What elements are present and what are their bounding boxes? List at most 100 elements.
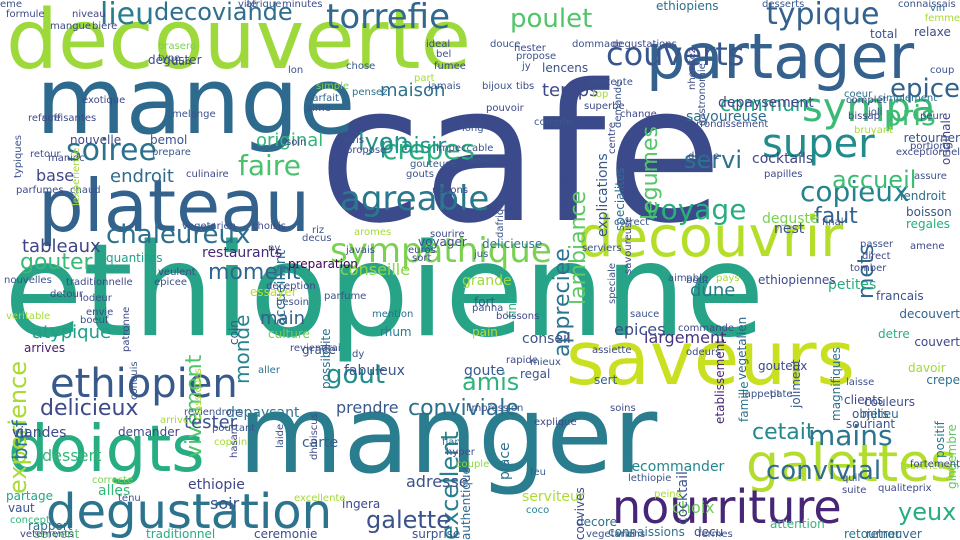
cloud-word: place xyxy=(497,442,513,480)
cloud-word: panna xyxy=(472,303,504,314)
cloud-word: boissons xyxy=(496,311,540,322)
cloud-word: coin xyxy=(227,319,241,345)
cloud-word: original xyxy=(256,130,324,151)
cloud-word: famille xyxy=(737,381,751,423)
cloud-word: davoir xyxy=(908,361,946,375)
cloud-word: vite xyxy=(238,0,257,10)
cloud-word: bruyant xyxy=(854,125,894,136)
cloud-word: quantites xyxy=(106,251,163,265)
cloud-word: pourtant xyxy=(212,423,256,434)
cloud-word: qualiteprix xyxy=(878,483,932,494)
cloud-word: recommander xyxy=(626,459,725,475)
cloud-word: aime xyxy=(306,103,331,114)
cloud-word: possibilite xyxy=(319,328,333,390)
cloud-word: arrives xyxy=(24,341,66,355)
cloud-word: delice xyxy=(468,155,498,166)
cloud-word: partage xyxy=(6,489,53,503)
cloud-word: retourner xyxy=(844,527,901,540)
cloud-word: gastronomie xyxy=(697,63,708,126)
cloud-word: fort xyxy=(474,295,496,309)
cloud-word: conviviale xyxy=(408,396,519,421)
cloud-word: rapport xyxy=(28,519,73,533)
cloud-word: decus xyxy=(302,233,332,244)
cloud-word: nouvelles xyxy=(4,275,52,286)
cloud-word: partager xyxy=(646,20,915,93)
cloud-word: gout xyxy=(326,360,386,390)
cloud-word: dhibiscus xyxy=(309,413,320,460)
cloud-word: galette xyxy=(366,506,451,534)
cloud-word: couleurs xyxy=(864,395,916,409)
cloud-word: ethiopien xyxy=(50,361,238,407)
cloud-word: speciale xyxy=(607,262,618,304)
cloud-word: bissap xyxy=(848,111,881,122)
cloud-word: faire xyxy=(238,149,301,182)
cloud-word: limpression xyxy=(466,403,524,414)
cloud-word: envie xyxy=(86,307,114,318)
cloud-word: delicieuse xyxy=(482,237,543,251)
cloud-word: patronne xyxy=(121,306,132,352)
cloud-word: objets xyxy=(852,407,889,421)
cloud-word: arrondissement xyxy=(690,119,769,130)
cloud-word: gingembre xyxy=(945,423,959,489)
cloud-word: choix xyxy=(672,498,715,517)
cloud-word: couverts xyxy=(606,35,745,73)
cloud-word: epices xyxy=(614,320,666,339)
cloud-word: coco xyxy=(526,505,550,516)
cloud-word: coup xyxy=(930,65,955,76)
cloud-word: nhesitez xyxy=(687,47,698,90)
cloud-word: lodeur xyxy=(80,293,112,304)
cloud-word: chose xyxy=(346,61,376,72)
cloud-word: regal xyxy=(520,367,551,381)
cloud-word: peine xyxy=(654,489,682,500)
cloud-word: superbe xyxy=(584,101,625,112)
cloud-word: tenu xyxy=(118,493,141,504)
cloud-word: pays xyxy=(716,273,740,284)
cloud-word: bijoux xyxy=(482,81,513,92)
cloud-word: sort xyxy=(412,253,432,264)
cloud-word: demande xyxy=(613,80,624,128)
cloud-word: gouteuse xyxy=(410,159,457,170)
cloud-word: agreable xyxy=(340,179,490,219)
cloud-word: parfumes xyxy=(16,185,64,196)
cloud-word: attention xyxy=(770,517,825,531)
cloud-word: sympa xyxy=(802,85,936,131)
cloud-word: pate xyxy=(770,389,793,400)
cloud-word: impeccable xyxy=(436,143,494,154)
cloud-word: base xyxy=(36,166,75,185)
cloud-word: serviers xyxy=(582,243,622,254)
cloud-word: servent xyxy=(34,527,80,540)
cloud-word: mange xyxy=(36,48,356,155)
cloud-word: convivial xyxy=(766,456,882,486)
cloud-word: retour xyxy=(30,149,61,160)
cloud-word: parfait xyxy=(306,93,339,104)
cloud-word: epicee xyxy=(154,277,188,288)
cloud-word: serviteur xyxy=(522,489,585,505)
cloud-word: francais xyxy=(876,289,924,303)
cloud-word: connaissais xyxy=(898,0,956,10)
cloud-word: joli xyxy=(868,107,883,118)
cloud-word: femme xyxy=(924,13,960,24)
cloud-word: vrai xyxy=(616,529,635,540)
cloud-word: besoin xyxy=(276,297,309,308)
cloud-word: navons xyxy=(432,185,469,196)
cloud-word: deguster xyxy=(148,53,202,67)
cloud-word: assure xyxy=(914,171,947,182)
cloud-word: deguste xyxy=(762,211,819,227)
cloud-word: relaxe xyxy=(914,25,951,39)
cloud-word: lencens xyxy=(542,61,589,75)
cloud-word: sympathique xyxy=(330,231,552,271)
cloud-word: fumee xyxy=(434,61,466,72)
cloud-word: faut xyxy=(814,204,858,229)
cloud-word: couple xyxy=(456,459,490,470)
cloud-word: alles xyxy=(98,483,131,499)
cloud-word: tableaux xyxy=(22,236,101,257)
cloud-word: refaire xyxy=(28,113,61,124)
cloud-word: vegetalien xyxy=(735,316,749,380)
cloud-word: voyage xyxy=(644,193,747,226)
cloud-word: nouvelle xyxy=(70,133,122,147)
cloud-word: formule xyxy=(6,9,45,20)
cloud-word: cafe xyxy=(318,44,723,265)
cloud-word: soin xyxy=(286,137,307,148)
cloud-word: degustations xyxy=(612,39,677,50)
cloud-word: grande xyxy=(462,273,512,289)
